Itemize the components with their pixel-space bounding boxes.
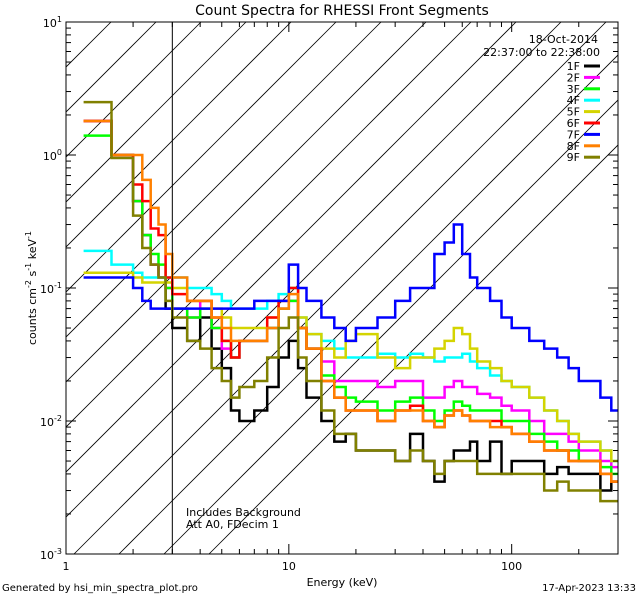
x-tick-label: 1: [63, 560, 70, 573]
hatch-stroke: [66, 22, 292, 248]
series-line-7f: [83, 223, 618, 412]
hatch-stroke: [66, 22, 247, 203]
footer-generator: Generated by hsi_min_spectra_plot.pro: [2, 583, 198, 594]
y-tick-label: 10-3: [40, 547, 62, 562]
chart-title: Count Spectra for RHESSI Front Segments: [195, 3, 489, 19]
legend-label-2f: 2F: [567, 71, 580, 84]
annotation-background: Includes Background: [186, 506, 301, 519]
hatch-stroke: [66, 22, 157, 113]
hatch-stroke: [73, 22, 607, 554]
hatch-stroke: [66, 22, 427, 383]
y-tick-label: 10-2: [40, 414, 62, 429]
footer-timestamp: 17-Apr-2023 13:33: [542, 583, 636, 594]
series-line-2f: [83, 119, 618, 469]
annotation-attenuator: Att A0, FDecim 1: [186, 518, 279, 531]
date-text: 18-Oct-2014: [529, 33, 598, 46]
y-axis-label: counts cm-2 s-1 keV-1: [24, 231, 39, 345]
series-lines: [83, 100, 618, 503]
legend-label-1f: 1F: [567, 60, 580, 73]
y-tick-label: 100: [43, 148, 62, 163]
x-tick-label: 10: [282, 560, 296, 573]
legend-label-6f: 6F: [567, 117, 580, 130]
legend-label-9f: 9F: [567, 151, 580, 164]
hatch-stroke: [66, 22, 517, 473]
hatch-stroke: [208, 144, 618, 554]
series-line-6f: [83, 119, 618, 483]
series-line-3f: [83, 134, 618, 476]
hatch-stroke: [66, 22, 382, 338]
time-range-text: 22:37:00 to 22:38:00: [483, 46, 600, 59]
x-tick-label: 100: [501, 560, 522, 573]
x-axis-label: Energy (keV): [307, 576, 378, 589]
y-tick-label: 10-1: [40, 281, 62, 296]
series-line-9f: [83, 100, 618, 503]
legend-label-5f: 5F: [567, 106, 580, 119]
legend-label-7f: 7F: [567, 128, 580, 141]
series-line-8f: [83, 119, 618, 483]
axes: 1 10 100 10-3 10-2 10-1 100 101: [40, 15, 619, 573]
legend-label-3f: 3F: [567, 83, 580, 96]
hatch-stroke: [118, 54, 618, 554]
legend-label-8f: 8F: [567, 140, 580, 153]
y-tick-label: 101: [43, 15, 62, 30]
legend-label-4f: 4F: [567, 94, 580, 107]
